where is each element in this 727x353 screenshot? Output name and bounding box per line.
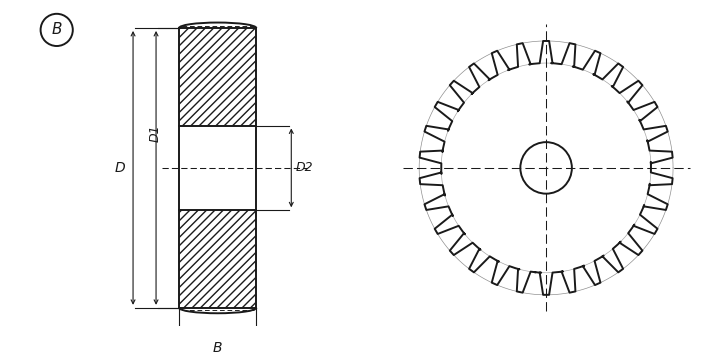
Bar xyxy=(179,210,257,308)
Text: B: B xyxy=(213,341,222,353)
Bar xyxy=(179,28,257,126)
Text: D: D xyxy=(115,161,126,175)
Text: B: B xyxy=(52,22,62,37)
Text: D1: D1 xyxy=(148,124,161,142)
Text: D2: D2 xyxy=(295,161,313,174)
